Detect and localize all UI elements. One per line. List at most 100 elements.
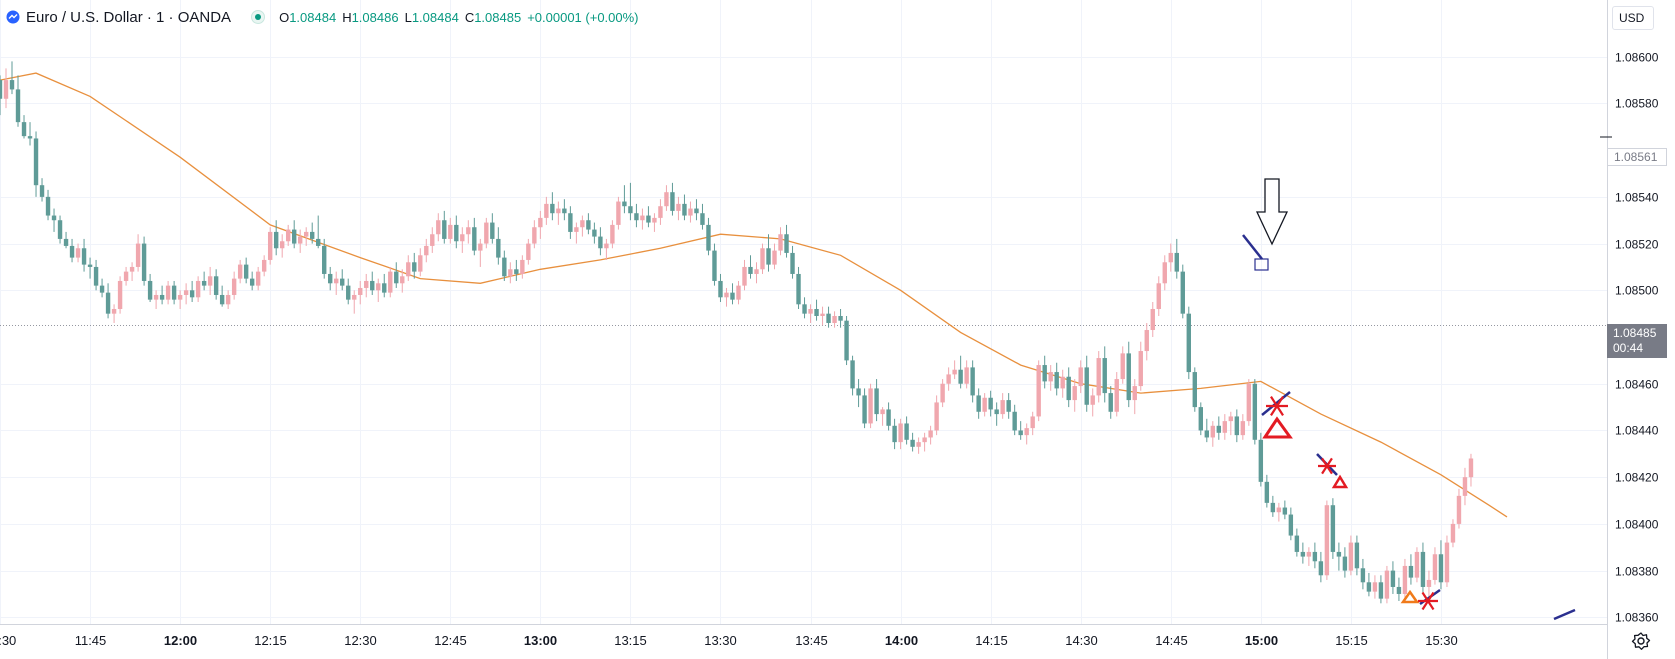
- candle: [1360, 558, 1366, 590]
- candle-body: [1036, 365, 1041, 417]
- candle-body: [1240, 421, 1246, 436]
- candle-body: [177, 294, 183, 300]
- candle: [592, 222, 597, 244]
- candle: [1396, 577, 1402, 601]
- candle-body: [27, 136, 33, 139]
- candle-body: [364, 280, 369, 288]
- candle-body: [117, 280, 123, 309]
- candle: [874, 379, 879, 422]
- candle: [514, 259, 519, 281]
- candle-body: [664, 192, 669, 207]
- candle-body: [3, 80, 9, 99]
- candle-body: [862, 395, 867, 424]
- candle-body: [538, 217, 543, 228]
- candle-body: [880, 409, 885, 415]
- moving-average-line: [0, 72, 1508, 518]
- candle-body: [1354, 542, 1360, 569]
- last-price-tag: 1.08485 00:44: [1607, 324, 1667, 358]
- candle-body: [910, 439, 915, 447]
- settings-gear-icon[interactable]: [1630, 630, 1652, 652]
- x-tick-label: 13:00: [524, 633, 557, 648]
- candle-body: [1348, 542, 1354, 571]
- candle-body: [189, 290, 195, 298]
- asterisk-marker-drawing[interactable]: [1266, 396, 1288, 416]
- candle-body: [153, 294, 159, 300]
- candle-body: [370, 280, 375, 291]
- candle: [33, 131, 39, 197]
- candle: [123, 266, 129, 286]
- candle: [1246, 379, 1252, 426]
- candle: [370, 271, 375, 295]
- candle: [358, 280, 363, 305]
- candle: [1330, 498, 1336, 559]
- candle: [237, 259, 243, 284]
- candle-body: [1318, 561, 1324, 576]
- candle-body: [1222, 421, 1228, 433]
- candle: [1060, 369, 1065, 398]
- candle: [634, 203, 639, 228]
- candle: [922, 432, 927, 452]
- candle: [1066, 367, 1071, 408]
- candle: [964, 360, 969, 389]
- candle: [562, 199, 567, 221]
- candle-body: [1054, 372, 1059, 389]
- candle: [994, 402, 999, 426]
- candle-body: [322, 245, 327, 274]
- candle-body: [670, 192, 675, 211]
- candle-body: [454, 224, 459, 242]
- box-marker-drawing[interactable]: [1254, 258, 1269, 271]
- candle-body: [273, 231, 279, 249]
- candle-body: [225, 294, 231, 305]
- candle-body: [111, 308, 117, 314]
- trend-line-drawing[interactable]: [1553, 608, 1576, 621]
- trend-line-drawing[interactable]: [1242, 234, 1263, 260]
- x-tick-label: 14:00: [885, 633, 918, 648]
- x-tick-label: 12:00: [164, 633, 197, 648]
- triangle-marker-drawing[interactable]: [1400, 589, 1420, 604]
- candle-body: [922, 437, 927, 443]
- tradingview-logo-icon[interactable]: [6, 10, 20, 24]
- candle-body: [730, 292, 735, 300]
- candle-body: [346, 285, 351, 300]
- candle-body: [237, 264, 243, 279]
- candle-body: [1102, 358, 1107, 394]
- candle: [736, 280, 741, 305]
- candle-body: [634, 213, 639, 221]
- candle-body: [490, 222, 495, 239]
- price-change: +0.00001 (+0.00%): [527, 9, 639, 25]
- asterisk-marker-drawing[interactable]: [1418, 591, 1438, 611]
- candle-body: [243, 264, 249, 279]
- candle-body: [1198, 407, 1203, 431]
- candle: [862, 388, 867, 429]
- x-tick-label: 14:30: [1065, 633, 1098, 648]
- candle-body: [886, 409, 891, 426]
- candle: [580, 215, 585, 237]
- candle: [928, 425, 933, 445]
- candle-body: [316, 238, 321, 246]
- candle: [129, 262, 135, 281]
- candle-body: [946, 374, 951, 384]
- candle: [400, 269, 405, 293]
- candle-body: [45, 196, 51, 216]
- candle-body: [1012, 411, 1017, 431]
- currency-selector[interactable]: USD: [1612, 6, 1654, 30]
- candle: [1114, 372, 1119, 417]
- candle: [1342, 547, 1348, 578]
- asterisk-marker-drawing[interactable]: [1318, 457, 1336, 475]
- triangle-marker-drawing[interactable]: [1331, 474, 1349, 489]
- candle-body: [1114, 379, 1119, 412]
- symbol-title[interactable]: Euro / U.S. Dollar · 1 · OANDA: [26, 8, 232, 26]
- candle: [952, 360, 957, 380]
- candle: [880, 407, 885, 426]
- candle: [730, 283, 735, 305]
- candle: [1306, 547, 1312, 566]
- candle: [243, 257, 249, 284]
- candle: [231, 271, 237, 300]
- x-tick-label: 11:45: [75, 633, 107, 648]
- candle-body: [1420, 551, 1426, 587]
- arrow-down-icon[interactable]: [1255, 178, 1289, 246]
- candle: [454, 215, 459, 249]
- triangle-marker-drawing[interactable]: [1262, 416, 1293, 439]
- candle-body: [952, 369, 957, 375]
